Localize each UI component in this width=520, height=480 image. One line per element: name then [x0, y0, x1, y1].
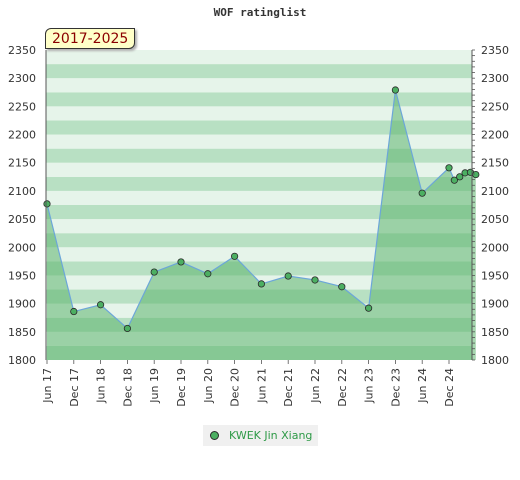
y-tick-label-right: 2150	[481, 157, 509, 170]
y-tick-label-left: 2000	[8, 241, 36, 254]
y-tick-label-right: 1800	[481, 354, 509, 367]
data-point	[445, 164, 453, 172]
plot-band	[46, 247, 472, 262]
y-tick-label-left: 2150	[8, 157, 36, 170]
y-tick-label-right: 2100	[481, 185, 509, 198]
data-point	[338, 283, 346, 291]
x-tick-label: Dec 17	[68, 368, 81, 407]
x-tick-label: Jun 17	[41, 368, 54, 404]
y-tick-label-left: 2200	[8, 129, 36, 142]
data-point	[123, 324, 132, 333]
y-tick-label-left: 2100	[8, 185, 36, 198]
plot-band	[46, 78, 472, 93]
y-tick-label-left: 1950	[8, 269, 36, 282]
data-point	[450, 176, 458, 184]
y-tick-label-right: 1900	[481, 298, 509, 311]
period-badge: 2017-2025	[45, 28, 136, 49]
y-tick-label-left: 2250	[8, 100, 36, 113]
x-tick-label: Dec 21	[282, 368, 295, 407]
data-point	[472, 170, 480, 179]
y-tick-label-right: 2250	[481, 100, 509, 113]
x-tick-label: Dec 20	[229, 368, 242, 407]
legend-marker-icon	[210, 431, 219, 440]
x-tick-label: Dec 19	[175, 368, 188, 407]
data-point	[70, 307, 78, 316]
y-tick-label-left: 2300	[8, 72, 36, 85]
x-tick-label: Dec 23	[389, 368, 402, 407]
data-point	[257, 280, 265, 288]
y-tick-label-left: 1850	[8, 326, 36, 339]
x-tick-label: Dec 22	[336, 368, 349, 407]
plot-band	[46, 92, 472, 107]
y-tick-label-right: 2200	[481, 129, 509, 142]
chart-title: WOF ratinglist	[213, 6, 307, 19]
x-tick-label: Jun 23	[363, 368, 376, 404]
plot-band	[46, 106, 472, 121]
data-point	[391, 86, 399, 94]
y-tick-label-right: 2050	[481, 213, 509, 226]
x-tick-label: Jun 22	[309, 368, 322, 404]
x-tick-label: Jun 18	[95, 368, 108, 404]
y-tick-label-right: 2350	[481, 44, 509, 57]
x-tick-label: Jun 20	[202, 368, 215, 404]
data-point	[284, 272, 292, 280]
data-point	[364, 304, 373, 312]
data-point	[177, 258, 185, 266]
plot-band	[46, 176, 472, 191]
legend[interactable]: KWEK Jin Xiang	[203, 425, 318, 446]
x-tick-label: Dec 24	[443, 368, 456, 407]
y-tick-label-right: 1950	[481, 269, 509, 282]
series-area	[47, 90, 476, 360]
legend-label: KWEK Jin Xiang	[229, 429, 313, 442]
y-tick-label-left: 1800	[8, 354, 36, 367]
plot-band	[46, 50, 472, 65]
y-tick-label-right: 2300	[481, 72, 509, 85]
plot-band	[46, 162, 472, 177]
y-tick-label-left: 2350	[8, 44, 36, 57]
data-point	[204, 270, 212, 278]
data-point	[150, 268, 158, 276]
data-point	[311, 276, 319, 284]
data-point	[418, 189, 426, 197]
y-tick-label-left: 1900	[8, 298, 36, 311]
y-tick-label-left: 2050	[8, 213, 36, 226]
data-point	[97, 301, 105, 309]
y-tick-label-right: 1850	[481, 326, 509, 339]
x-tick-label: Jun 21	[255, 368, 268, 404]
plot-band	[46, 219, 472, 234]
data-point	[456, 173, 464, 181]
x-tick-label: Jun 19	[148, 368, 161, 404]
y-tick-label-right: 2000	[481, 241, 509, 254]
plot-band	[46, 205, 472, 220]
plot-band	[46, 64, 472, 79]
plot-band	[46, 120, 472, 135]
plot-band	[46, 134, 472, 149]
plot-band	[46, 233, 472, 248]
data-point	[231, 252, 239, 260]
plot-band	[46, 148, 472, 163]
data-point	[43, 200, 51, 208]
plot-band	[46, 190, 472, 205]
x-tick-label: Jun 24	[416, 368, 429, 404]
x-tick-label: Dec 18	[121, 368, 134, 407]
